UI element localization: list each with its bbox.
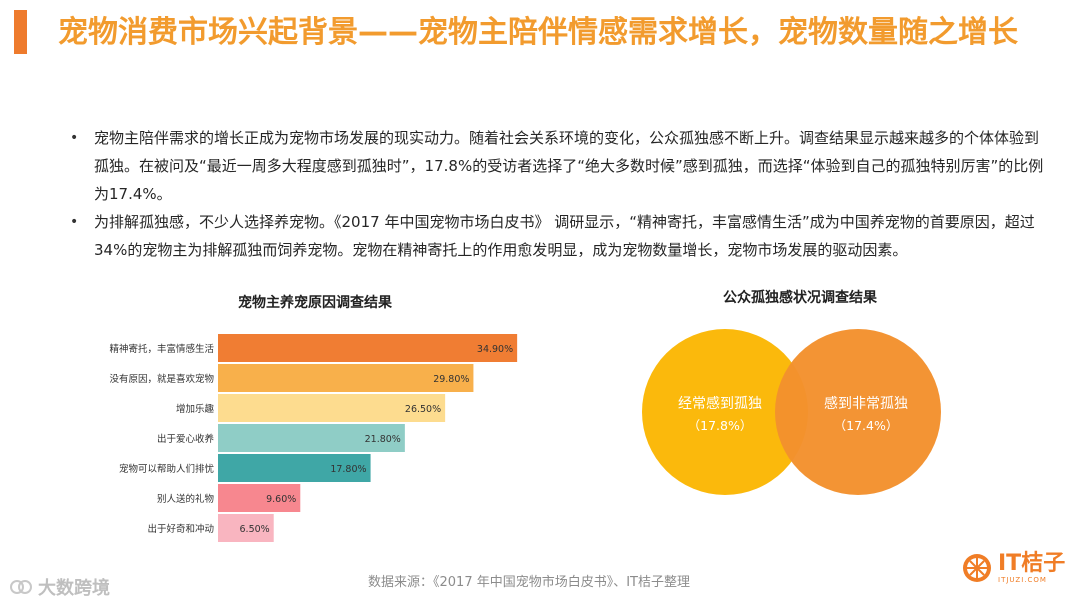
bullet-text: 宠物主陪伴需求的增长正成为宠物市场发展的现实动力。随着社会关系环境的变化，公众孤… — [94, 129, 1044, 203]
value-label: 29.80% — [433, 374, 469, 385]
orange-slice-icon — [963, 554, 991, 582]
watermark-logo-icon — [10, 580, 32, 594]
category-label: 出于好奇和冲动 — [147, 523, 214, 535]
bullet-icon: • — [70, 130, 79, 146]
bar — [218, 514, 274, 542]
category-label: 精神寄托，丰富情感生活 — [109, 343, 214, 355]
category-label: 增加乐趣 — [176, 403, 215, 415]
value-label: 21.80% — [365, 434, 401, 445]
venn-label: 经常感到孤独 — [678, 395, 762, 412]
title-accent-bar — [14, 10, 27, 54]
bar — [218, 394, 446, 422]
bullet-icon: • — [70, 214, 79, 230]
value-label: 26.50% — [405, 404, 441, 415]
value-label: 6.50% — [240, 524, 270, 535]
itjuzi-logo: IT桔子 ITJUZI.COM — [962, 552, 1065, 584]
value-label: 9.60% — [266, 494, 296, 505]
bar — [218, 454, 371, 482]
bullet-item: • 宠物主陪伴需求的增长正成为宠物市场发展的现实动力。随着社会关系环境的变化，公… — [66, 124, 1051, 208]
value-label: 34.90% — [477, 344, 513, 355]
bar — [218, 364, 474, 392]
bar — [218, 484, 301, 512]
venn-circle — [775, 329, 941, 495]
bullet-item: • 为排解孤独感，不少人选择养宠物。《2017 年中国宠物市场白皮书》 调研显示… — [66, 208, 1051, 264]
watermark-text: 大数跨境 — [38, 578, 110, 599]
category-label: 别人送的礼物 — [157, 493, 215, 505]
bar — [218, 334, 518, 362]
category-label: 没有原因，就是喜欢宠物 — [109, 373, 214, 385]
category-label: 出于爱心收养 — [157, 433, 215, 445]
category-label: 宠物可以帮助人们排忧 — [119, 463, 215, 475]
slide-title: 宠物消费市场兴起背景——宠物主陪伴情感需求增长，宠物数量随之增长 — [58, 15, 1018, 50]
venn-label: 感到非常孤独 — [824, 395, 908, 412]
watermark: 大数跨境 — [10, 574, 110, 600]
venn-value-label: （17.4%） — [834, 418, 899, 433]
value-label: 17.80% — [330, 464, 366, 475]
venn-circle — [642, 329, 808, 495]
venn-chart-title: 公众孤独感状况调查结果 — [723, 289, 878, 306]
bullet-list: • 宠物主陪伴需求的增长正成为宠物市场发展的现实动力。随着社会关系环境的变化，公… — [66, 124, 1051, 264]
bullet-text: 为排解孤独感，不少人选择养宠物。《2017 年中国宠物市场白皮书》 调研显示，“… — [94, 213, 1035, 259]
venn-value-label: （17.8%） — [688, 418, 753, 433]
bar-chart-title: 宠物主养宠原因调查结果 — [238, 294, 393, 311]
logo-text: IT桔子 — [998, 551, 1066, 576]
data-source-note: 数据来源：《2017 年中国宠物市场白皮书》、IT桔子整理 — [368, 575, 690, 590]
bar — [218, 424, 405, 452]
logo-subtext: ITJUZI.COM — [998, 576, 1047, 584]
